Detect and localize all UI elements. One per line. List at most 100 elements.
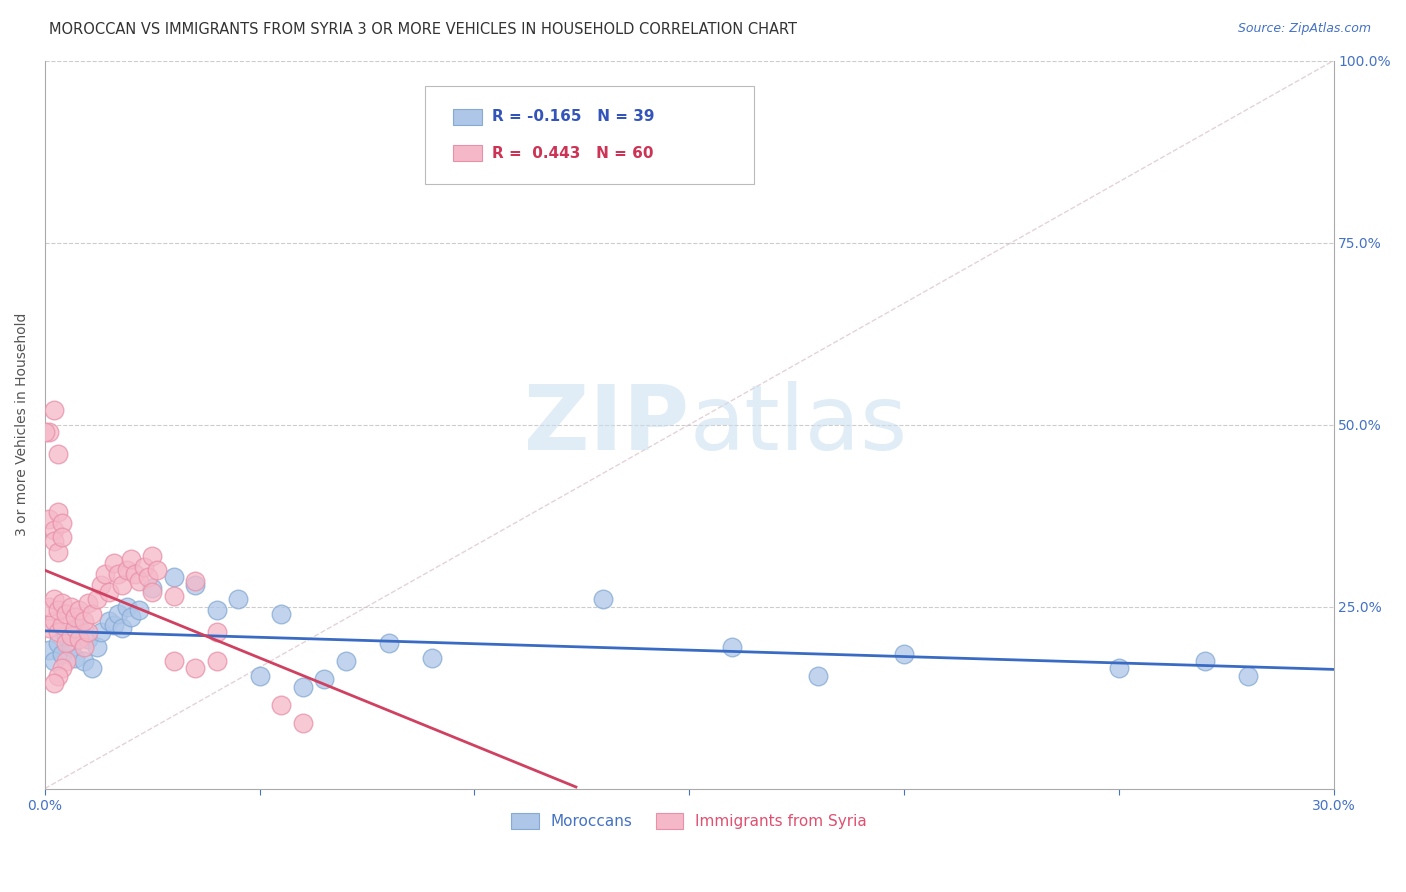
Point — [42, 654, 65, 668]
Point — [420, 650, 443, 665]
Point — [335, 654, 357, 668]
Point — [77, 632, 100, 647]
Point — [51, 516, 73, 530]
Point — [111, 578, 134, 592]
Point — [141, 549, 163, 563]
Point — [51, 530, 73, 544]
Point — [128, 574, 150, 588]
Point — [132, 559, 155, 574]
Point — [34, 425, 56, 439]
Point — [1108, 661, 1130, 675]
Text: Source: ZipAtlas.com: Source: ZipAtlas.com — [1237, 22, 1371, 36]
Point — [59, 629, 82, 643]
Point — [59, 640, 82, 654]
Bar — [454, 145, 482, 161]
Point — [46, 545, 69, 559]
Point — [163, 589, 186, 603]
Point — [90, 625, 112, 640]
Text: R = -0.165   N = 39: R = -0.165 N = 39 — [492, 109, 655, 124]
Point — [46, 603, 69, 617]
Point — [721, 640, 744, 654]
Point — [141, 585, 163, 599]
Legend: Moroccans, Immigrants from Syria: Moroccans, Immigrants from Syria — [505, 807, 873, 836]
Point — [270, 607, 292, 621]
Point — [63, 621, 86, 635]
Point — [67, 603, 90, 617]
Point — [42, 534, 65, 549]
Point — [249, 669, 271, 683]
Point — [107, 566, 129, 581]
Point — [184, 578, 207, 592]
Point — [291, 680, 314, 694]
Point — [38, 425, 60, 439]
Point — [205, 625, 228, 640]
Point — [807, 669, 830, 683]
Point — [1236, 669, 1258, 683]
Text: R =  0.443   N = 60: R = 0.443 N = 60 — [492, 145, 654, 161]
Point — [136, 570, 159, 584]
Point — [205, 654, 228, 668]
Point — [46, 447, 69, 461]
Point — [111, 621, 134, 635]
Point — [145, 563, 167, 577]
Point — [184, 574, 207, 588]
Text: MOROCCAN VS IMMIGRANTS FROM SYRIA 3 OR MORE VEHICLES IN HOUSEHOLD CORRELATION CH: MOROCCAN VS IMMIGRANTS FROM SYRIA 3 OR M… — [49, 22, 797, 37]
Point — [226, 592, 249, 607]
Point — [63, 610, 86, 624]
Point — [115, 599, 138, 614]
Point — [42, 403, 65, 417]
Point — [115, 563, 138, 577]
Point — [72, 614, 94, 628]
Point — [103, 617, 125, 632]
Point — [124, 566, 146, 581]
Point — [38, 621, 60, 635]
Point — [55, 654, 77, 668]
Point — [42, 592, 65, 607]
Point — [77, 625, 100, 640]
Point — [42, 676, 65, 690]
Point — [377, 636, 399, 650]
Point — [55, 636, 77, 650]
Point — [63, 650, 86, 665]
Bar — [454, 109, 482, 125]
Point — [120, 610, 142, 624]
Point — [141, 582, 163, 596]
Point — [46, 625, 69, 640]
Point — [120, 552, 142, 566]
Text: ZIP: ZIP — [524, 381, 689, 468]
Point — [205, 603, 228, 617]
Point — [103, 556, 125, 570]
Point — [72, 640, 94, 654]
Point — [51, 647, 73, 661]
Point — [38, 599, 60, 614]
Point — [55, 607, 77, 621]
Point — [46, 636, 69, 650]
Point — [893, 647, 915, 661]
Point — [270, 698, 292, 712]
Point — [59, 599, 82, 614]
Point — [38, 643, 60, 657]
Point — [67, 632, 90, 647]
Point — [51, 617, 73, 632]
Point — [82, 661, 104, 675]
Point — [1194, 654, 1216, 668]
Point — [86, 640, 108, 654]
Point — [98, 614, 121, 628]
Point — [592, 592, 614, 607]
Point — [46, 669, 69, 683]
Point — [163, 654, 186, 668]
Point — [90, 578, 112, 592]
Point — [67, 621, 90, 635]
Point — [51, 596, 73, 610]
Point — [42, 523, 65, 537]
Point — [51, 661, 73, 675]
Point — [55, 629, 77, 643]
Point — [42, 614, 65, 628]
Point — [107, 607, 129, 621]
Point — [128, 603, 150, 617]
Point — [94, 566, 117, 581]
Point — [38, 512, 60, 526]
Point — [163, 570, 186, 584]
Point — [291, 716, 314, 731]
Y-axis label: 3 or more Vehicles in Household: 3 or more Vehicles in Household — [15, 313, 30, 536]
